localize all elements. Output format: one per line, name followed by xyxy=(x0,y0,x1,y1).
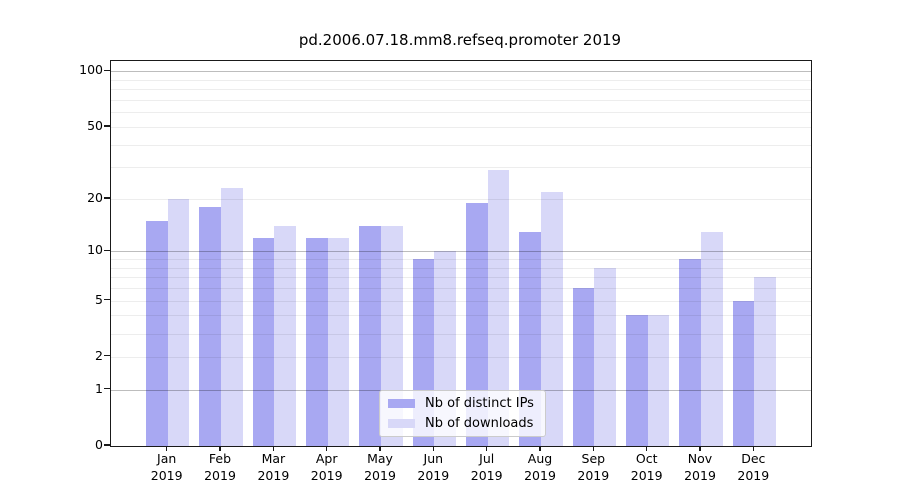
x-tick-label: Feb 2019 xyxy=(204,451,236,483)
legend-item-label: Nb of distinct IPs xyxy=(425,396,534,411)
y-tick-label: 50 xyxy=(87,117,103,133)
gridline-minor xyxy=(111,277,811,279)
legend-item-label: Nb of downloads xyxy=(425,416,534,431)
y-tick-label: 2 xyxy=(95,347,103,363)
gridline-minor xyxy=(111,100,811,101)
x-tick-label: Nov 2019 xyxy=(684,451,716,483)
gridline-minor xyxy=(111,167,811,169)
y-tick-mark xyxy=(104,388,110,390)
y-tick-mark xyxy=(104,249,110,252)
x-tick-mark xyxy=(539,446,541,452)
y-tick-mark xyxy=(104,298,110,301)
grid-layer xyxy=(111,61,811,446)
plot-area xyxy=(110,60,812,447)
y-tick-label: 5 xyxy=(95,291,103,307)
bar-distinct-ips xyxy=(305,237,328,446)
bar-distinct-ips xyxy=(252,237,275,446)
bar-distinct-ips xyxy=(359,226,382,446)
bar-downloads xyxy=(594,267,617,446)
bar-distinct-ips xyxy=(199,207,222,446)
x-tick-mark xyxy=(166,446,168,452)
x-tick-label: Aug 2019 xyxy=(524,451,556,483)
x-tick-mark xyxy=(646,446,648,452)
bar-downloads xyxy=(274,226,297,446)
x-tick-label: Jul 2019 xyxy=(470,451,503,483)
gridline-major xyxy=(111,251,811,253)
x-tick-label: Mar 2019 xyxy=(257,451,290,483)
bar-distinct-ips xyxy=(732,300,755,446)
x-tick-label: May 2019 xyxy=(364,451,396,483)
y-tick-label: 100 xyxy=(79,62,103,78)
bar-downloads xyxy=(701,231,723,446)
gridline-minor xyxy=(111,300,811,302)
gridline-minor xyxy=(111,333,811,335)
x-tick-label: Jun 2019 xyxy=(417,451,450,483)
y-tick-mark xyxy=(104,197,110,199)
x-tick-mark xyxy=(379,446,381,452)
gridline-minor xyxy=(111,315,811,317)
y-tick-label: 1 xyxy=(95,380,103,396)
bar-distinct-ips xyxy=(572,288,595,446)
legend-item: Nb of downloads xyxy=(388,416,537,431)
bar-distinct-ips xyxy=(145,220,168,446)
bar-distinct-ips xyxy=(679,259,701,446)
legend: Nb of distinct IPs Nb of downloads xyxy=(379,390,546,437)
gridline-minor xyxy=(111,267,811,269)
y-tick-label: 0 xyxy=(95,437,103,452)
y-tick-mark xyxy=(104,125,110,127)
y-tick-label: 10 xyxy=(87,242,103,258)
chart-title: pd.2006.07.18.mm8.refseq.promoter 2019 xyxy=(298,31,622,49)
gridline-minor xyxy=(111,144,811,146)
bar-downloads xyxy=(327,237,350,446)
y-tick-mark xyxy=(104,69,110,72)
x-tick-mark xyxy=(752,446,754,452)
x-tick-label: Oct 2019 xyxy=(630,451,663,483)
gridline-minor xyxy=(111,356,811,358)
bar-downloads xyxy=(541,191,563,446)
x-tick-mark xyxy=(592,446,594,452)
gridline-minor xyxy=(111,79,811,81)
x-tick-mark xyxy=(326,446,328,452)
bar-distinct-ips xyxy=(625,315,648,446)
gridline-minor xyxy=(111,89,811,91)
legend-swatch-downloads xyxy=(388,419,415,428)
bar-downloads xyxy=(754,277,777,446)
gridline-minor xyxy=(111,259,811,261)
x-tick-label: Sep 2019 xyxy=(577,451,610,483)
gridline-minor xyxy=(111,288,811,290)
bar-downloads xyxy=(487,169,510,446)
bar-distinct-ips xyxy=(465,202,488,446)
x-tick-mark xyxy=(432,446,434,452)
x-tick-mark xyxy=(486,446,488,452)
legend-item: Nb of distinct IPs xyxy=(388,396,537,411)
gridline-minor xyxy=(111,126,811,128)
bar-downloads xyxy=(167,198,190,446)
x-tick-label: Dec 2019 xyxy=(737,451,770,483)
y-tick-mark xyxy=(104,444,110,446)
bar-downloads xyxy=(647,315,670,446)
gridline-minor xyxy=(111,112,811,114)
x-tick-label: Jan 2019 xyxy=(150,451,183,483)
x-tick-mark xyxy=(699,446,701,452)
legend-swatch-distinct-ips xyxy=(388,399,415,408)
y-tick-mark xyxy=(104,355,110,357)
y-tick-label: 20 xyxy=(87,189,103,205)
gridline-major xyxy=(111,71,811,73)
gridline-minor xyxy=(111,198,811,200)
x-tick-label: Apr 2019 xyxy=(310,451,343,483)
x-tick-mark xyxy=(219,446,221,452)
x-tick-mark xyxy=(272,446,275,452)
bar-downloads xyxy=(221,188,243,446)
